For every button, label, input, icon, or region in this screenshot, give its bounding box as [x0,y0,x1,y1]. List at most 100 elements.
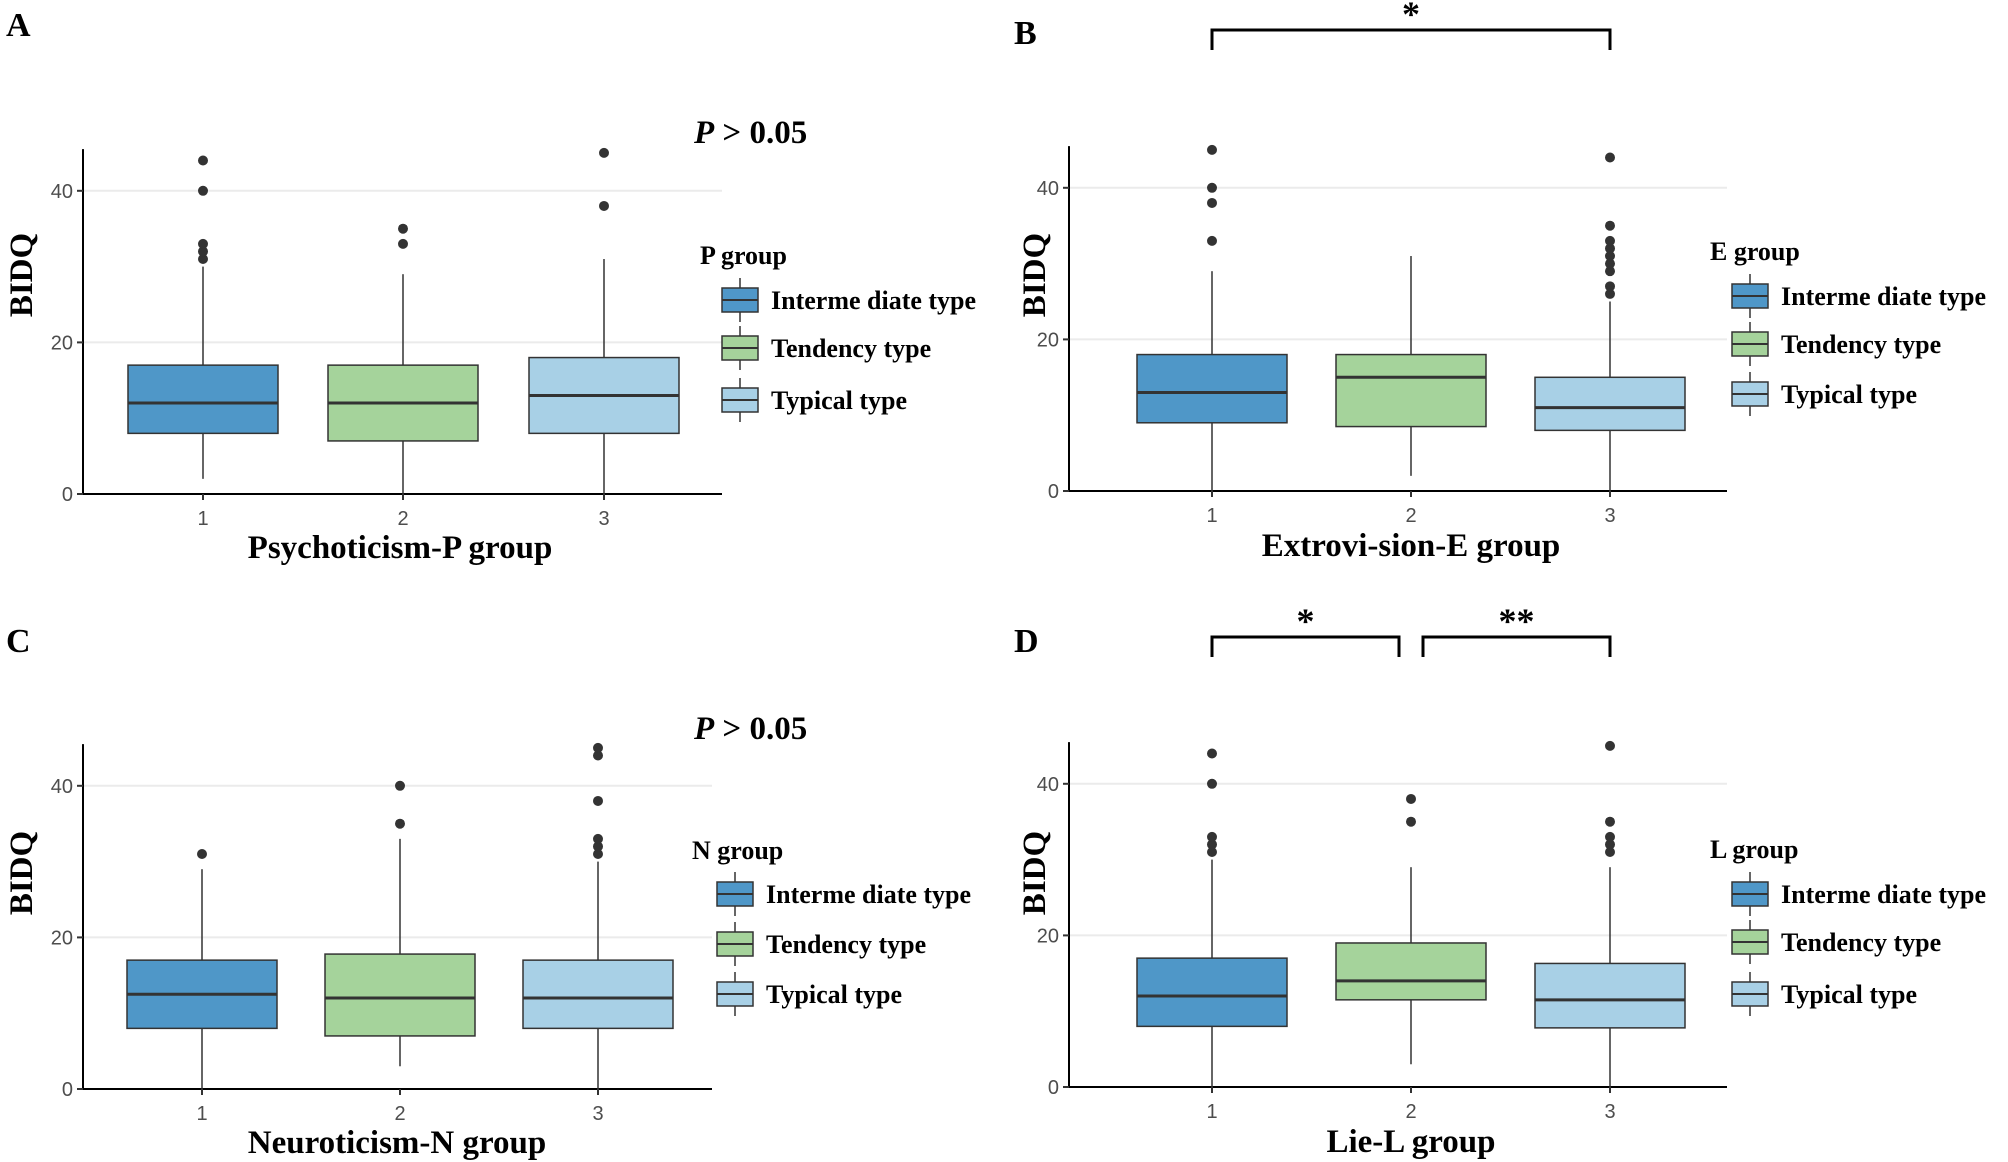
outlier-point [1207,778,1217,789]
box-1 [126,849,278,1089]
outlier-point [1406,793,1416,804]
legend-label: Typical type [771,386,907,415]
legend-key [716,922,754,966]
y-tick-label: 20 [1037,329,1059,351]
legend-label: Typical type [766,980,902,1009]
outlier-point [599,147,609,158]
y-tick-label: 20 [1037,925,1059,947]
panel-letter: C [6,623,31,660]
y-tick-label: 0 [62,1079,73,1101]
outlier-point [1406,816,1416,827]
legend-title: E group [1710,237,1800,266]
significance-label: ** [1499,601,1535,641]
outlier-point [1207,847,1217,858]
x-tick-label: 3 [598,508,609,530]
panel-letter: A [6,7,31,44]
box-body [522,959,674,1030]
p-value-annotation: P > 0.05 [693,711,807,747]
legend-key [1731,372,1769,416]
outlier-point [198,254,208,265]
x-tick-label: 3 [592,1103,603,1125]
legend: P group Interme diate type Tendency type Ty… [700,241,976,422]
panel-d: D 0 20 40 1 2 3 Lie-L group BIDQ L group Interme d… [1014,601,1986,1160]
box-body [1136,957,1288,1028]
outlier-point [395,818,405,829]
panel-letter: D [1014,623,1039,660]
x-tick-label: 1 [1206,1101,1217,1123]
x-axis-title: Psychoticism-P group [248,530,553,566]
outlier-point [198,155,208,166]
y-axis-title: BIDQ [1017,233,1053,317]
y-tick-label: 0 [1048,481,1059,503]
outlier-point [1207,182,1217,193]
x-tick-label: 1 [196,1103,207,1125]
y-axis-title: BIDQ [1017,831,1053,915]
outlier-point [198,238,208,249]
outlier-point [1605,258,1615,269]
legend-key [1731,972,1769,1016]
legend-key [1731,872,1769,916]
box-body [1335,942,1487,1001]
x-tick-label: 1 [1206,505,1217,527]
box-body [1534,376,1686,432]
x-axis-title: Lie-L group [1326,1124,1495,1160]
outlier-point [1605,831,1615,842]
box-3 [1534,152,1686,491]
box-2 [327,223,479,494]
y-axis-title: BIDQ [4,233,40,317]
box-1 [1136,144,1288,491]
significance-bracket: * [1210,601,1401,657]
x-axis-title: Extrovi-sion-E group [1262,528,1561,564]
panel-b: B 0 20 40 1 2 3 Extrovi-sion-E group BIDQ E group… [1014,0,1986,564]
outlier-point [1207,197,1217,208]
y-tick-label: 0 [62,484,73,506]
outlier-point [1605,839,1615,850]
legend-key [721,278,759,322]
box-2 [1335,793,1487,1065]
box-2 [324,780,476,1067]
box-2 [1335,256,1487,476]
panel-c: C 0 20 40 1 2 3 Neuroticism-N group BIDQ N group I… [4,623,971,1161]
x-tick-label: 2 [1405,1101,1416,1123]
legend-title: P group [700,241,787,270]
outlier-point [1605,251,1615,262]
bracket-line [1210,28,1612,50]
outlier-point [1207,831,1217,842]
legend-key [721,378,759,422]
outlier-point [593,841,603,852]
legend-label: Interme diate type [771,286,976,315]
y-tick-label: 20 [51,332,73,354]
legend-label: Tendency type [1781,928,1941,957]
outlier-point [198,246,208,257]
x-tick-label: 3 [1604,1101,1615,1123]
panel-a: A 0 20 40 1 2 3 Psychoticism-P group BIDQ P group… [4,7,976,566]
outlier-point [1605,847,1615,858]
box-3 [528,147,680,494]
box-body [1534,962,1686,1029]
outlier-point [593,742,603,753]
legend: L group Interme diate type Tendency type Ty… [1710,835,1986,1016]
outlier-point [593,833,603,844]
x-tick-label: 2 [394,1103,405,1125]
legend-label: Tendency type [771,334,931,363]
box-body [1136,353,1288,424]
outlier-point [1605,740,1615,751]
outlier-point [599,200,609,211]
outlier-point [1605,266,1615,277]
x-tick-label: 1 [197,508,208,530]
y-tick-label: 40 [1037,178,1059,200]
p-value-annotation: P > 0.05 [693,115,807,151]
box-body [324,953,476,1037]
bracket-line [1210,635,1401,657]
legend-label: Tendency type [766,930,926,959]
y-tick-label: 0 [1048,1077,1059,1099]
x-tick-label: 2 [397,508,408,530]
outlier-point [1605,816,1615,827]
x-tick-label: 3 [1604,505,1615,527]
outlier-point [593,750,603,761]
legend: N group Interme diate type Tendency type Ty… [692,836,971,1016]
box-1 [127,155,279,479]
outlier-point [1207,144,1217,155]
legend-label: Tendency type [1781,330,1941,359]
